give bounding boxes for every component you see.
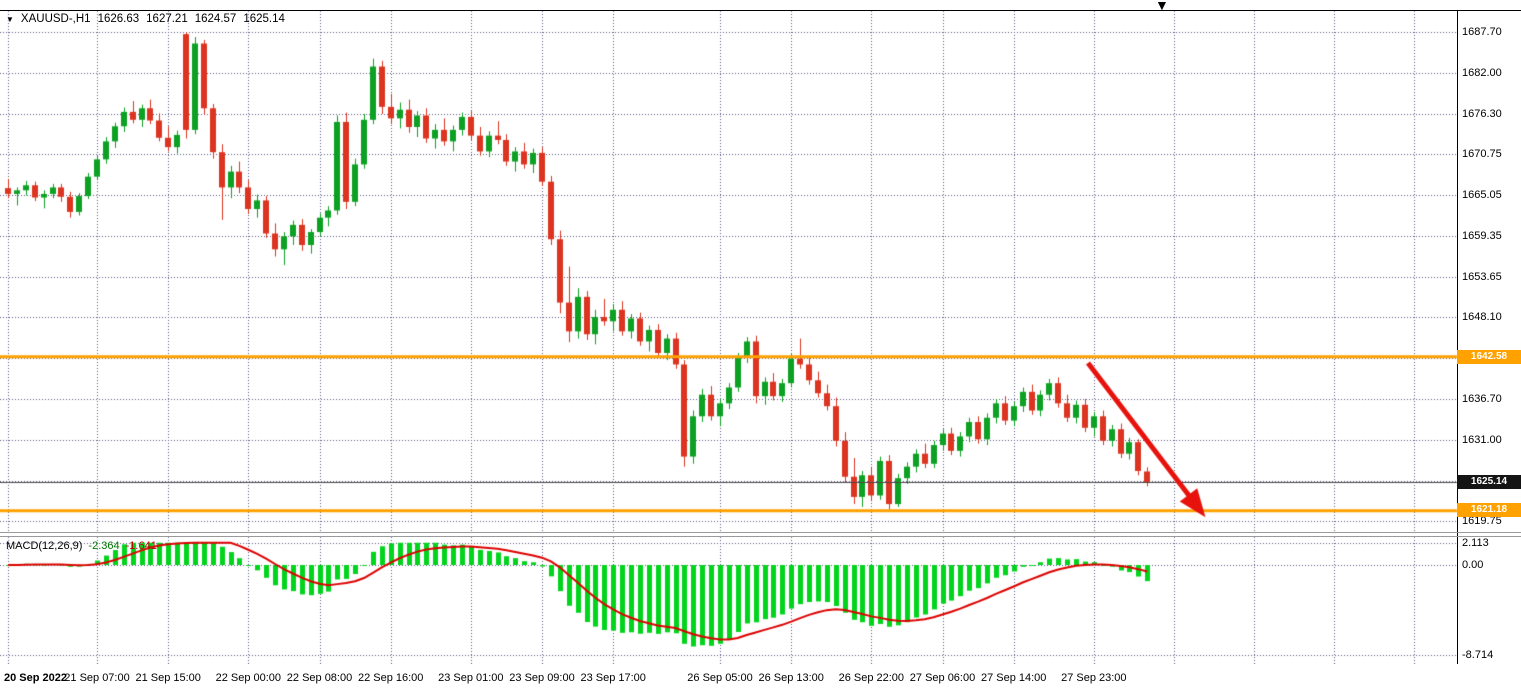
price-axis-label: 1665.05 [1462, 188, 1502, 201]
price-axis-label: 1636.70 [1462, 393, 1502, 406]
price-axis-label: 1653.65 [1462, 271, 1502, 284]
macd-name: MACD(12,26,9) [6, 540, 83, 552]
time-axis-label: 22 Sep 00:00 [215, 672, 282, 684]
time-axis-label: 26 Sep 05:00 [687, 672, 753, 684]
macd-axis-label: -8.714 [1462, 648, 1494, 661]
time-axis-label: 21 Sep 07:00 [64, 672, 130, 684]
ohlc-close: 1625.14 [243, 13, 285, 25]
time-axis-label: 26 Sep 13:00 [758, 672, 824, 684]
time-axis-label: 26 Sep 22:00 [838, 672, 905, 684]
price-axis-label: 1619.75 [1462, 514, 1502, 527]
time-axis[interactable]: 20 Sep 2022 21 Sep 07:00 21 Sep 15:00 22 Se… [0, 664, 1521, 698]
pane-splitter[interactable] [0, 536, 1521, 537]
price-axis-border [1457, 10, 1458, 664]
chart-top-border [0, 10, 1521, 11]
macd-axis-label: 0.00 [1462, 559, 1484, 571]
macd-signal-value: -1.641 [125, 540, 157, 552]
symbol-period-label: XAUUSD-,H1 [20, 13, 91, 25]
time-axis-label: 22 Sep 16:00 [357, 672, 424, 684]
price-axis-label: 1631.00 [1462, 434, 1502, 447]
macd-indicator-label: MACD(12,26,9) -2.364 -1.641 [6, 540, 157, 552]
time-axis-label: 27 Sep 14:00 [980, 672, 1047, 684]
price-axis-label: 1670.75 [1462, 147, 1502, 160]
hline-price-badge-upper: 1642.58 [1457, 350, 1521, 364]
ohlc-open: 1626.63 [97, 13, 140, 25]
price-axis[interactable]: 1687.70 1682.00 1676.30 1670.75 1665.05 1659.… [1462, 0, 1521, 664]
time-axis-label: 20 Sep 2022 [4, 672, 67, 684]
pane-splitter[interactable] [0, 532, 1521, 533]
time-axis-label: 23 Sep 17:00 [580, 672, 646, 684]
time-axis-label: 21 Sep 15:00 [135, 672, 201, 684]
ohlc-low: 1624.57 [194, 13, 237, 25]
chart-title: ▼ XAUUSD-,H1 1626.63 1627.21 1624.57 162… [6, 13, 285, 25]
price-axis-label: 1648.10 [1462, 310, 1502, 323]
ohlc-high: 1627.21 [146, 13, 188, 25]
time-axis-label: 27 Sep 06:00 [909, 672, 976, 684]
time-axis-label: 27 Sep 23:00 [1061, 672, 1127, 684]
time-axis-label: 22 Sep 08:00 [286, 672, 353, 684]
bid-price-badge: 1625.14 [1457, 475, 1521, 489]
hline-price-badge-lower: 1621.18 [1457, 503, 1521, 517]
macd-axis: 2.113 0.00 -8.714 [1462, 0, 1521, 664]
time-axis-label: 23 Sep 01:00 [438, 672, 504, 684]
time-axis-label: 23 Sep 09:00 [509, 672, 575, 684]
price-axis-label: 1659.35 [1462, 230, 1502, 243]
macd-main-value: -2.364 [88, 540, 120, 552]
symbol-dropdown-icon: ▼ [6, 14, 14, 24]
price-axis-label: 1676.30 [1462, 108, 1502, 121]
macd-axis-label: 2.113 [1462, 537, 1489, 550]
autoscroll-marker-icon: ▼ [1155, 0, 1169, 13]
price-axis-label: 1687.70 [1462, 26, 1502, 38]
price-axis-label: 1682.00 [1462, 67, 1502, 80]
